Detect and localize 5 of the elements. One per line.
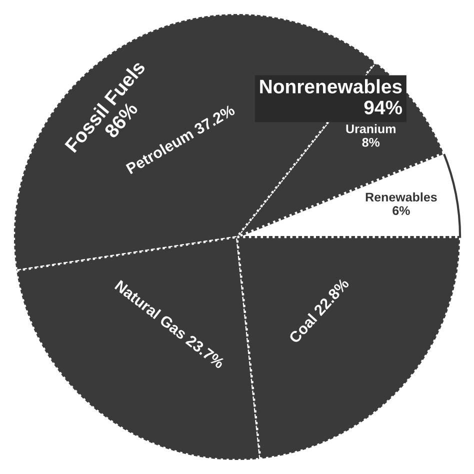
data-label: 6%	[392, 206, 410, 216]
slice-label: Renewables	[366, 192, 437, 202]
slice-label: Uranium	[346, 124, 396, 134]
data-label: 8%	[362, 138, 380, 147]
text: Nonrenewables 94%	[260, 79, 402, 114]
